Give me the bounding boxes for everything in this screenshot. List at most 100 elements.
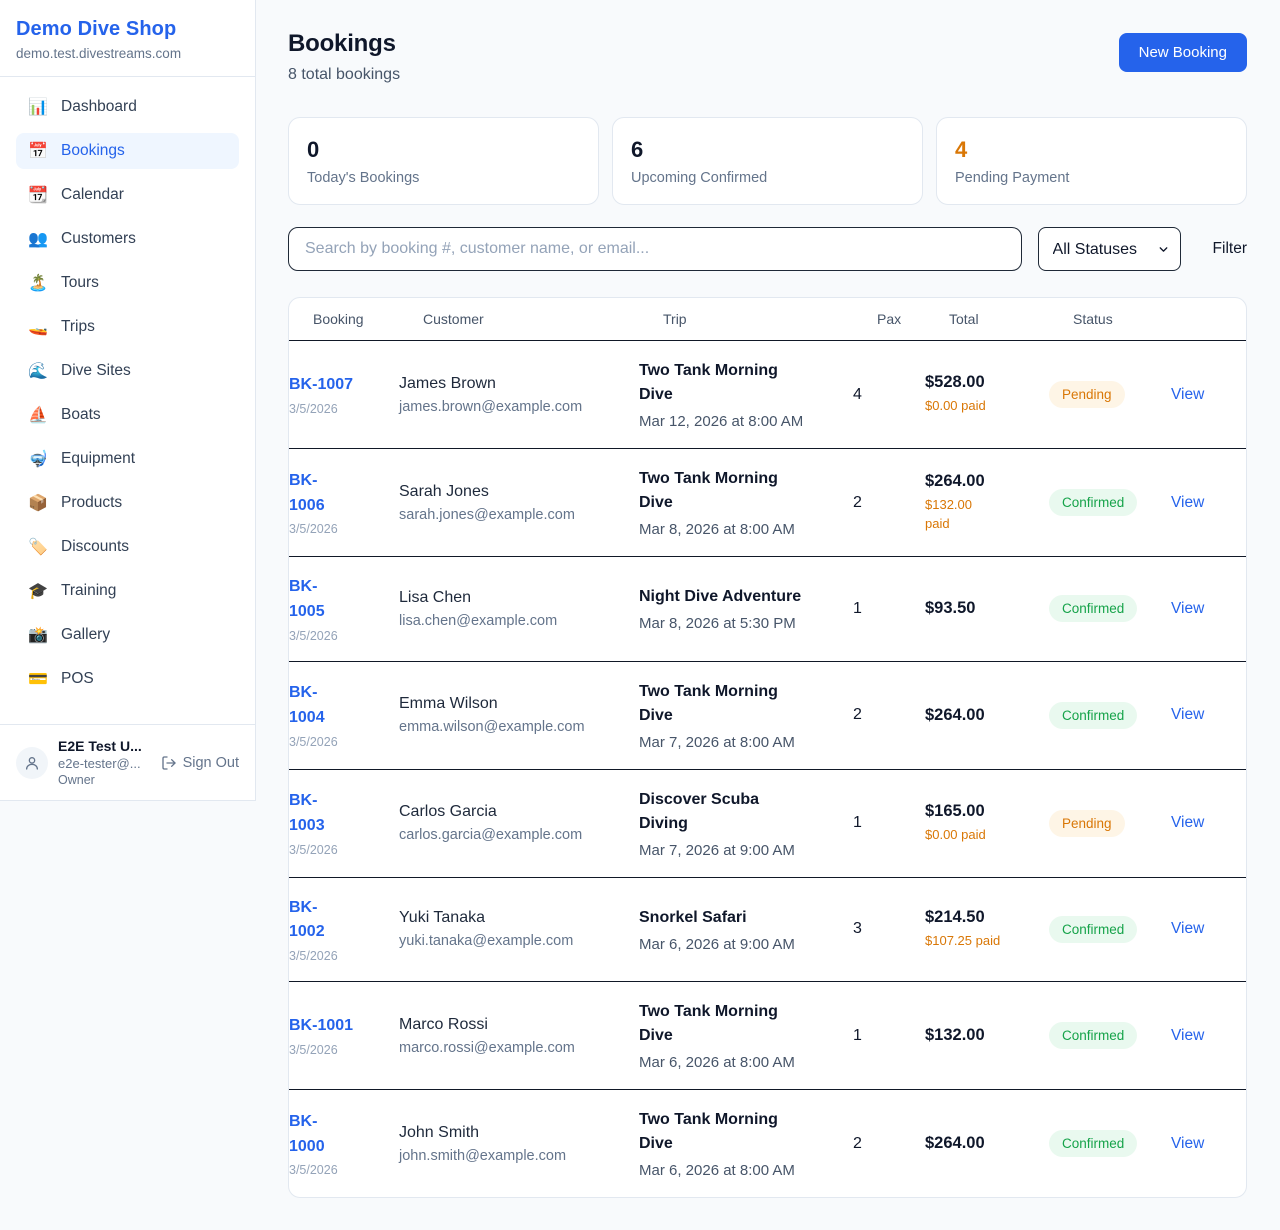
sidebar-item-trips[interactable]: 🚤 Trips <box>16 309 239 345</box>
shop-domain: demo.test.divestreams.com <box>16 46 182 61</box>
bookings-count: 8 total bookings <box>288 66 401 83</box>
customer-name: Sarah Jones <box>399 482 489 500</box>
sidebar-item-boats[interactable]: ⛵ Boats <box>16 397 239 433</box>
total-cell: $132.00 <box>925 1026 1049 1045</box>
sidebar-item-tours[interactable]: 🏝️ Tours <box>16 265 239 301</box>
customer-name: Emma Wilson <box>399 695 498 713</box>
trip-cell: Night Dive Adventure Mar 8, 2026 at 5:30… <box>639 585 853 632</box>
status-badge: Pending <box>1049 809 1125 837</box>
total-cell: $528.00 $0.00 paid <box>925 373 1049 416</box>
status-select[interactable]: All Statuses <box>1037 227 1181 271</box>
view-booking-link[interactable]: View <box>1171 920 1205 938</box>
booking-cell: BK- 1004 3/5/2026 <box>289 681 399 749</box>
trip-cell: Two Tank Morning Dive Mar 6, 2026 at 8:0… <box>639 1108 853 1179</box>
booking-id-link[interactable]: BK-1007 <box>289 376 354 394</box>
pax-count: 1 <box>853 814 862 832</box>
table-row: BK-1001 3/5/2026 Marco Rossi marco.rossi… <box>289 982 1246 1091</box>
customer-email: lisa.chen@example.com <box>399 612 558 629</box>
new-booking-button[interactable]: New Booking <box>1118 33 1247 72</box>
status-cell: Pending <box>1049 809 1171 837</box>
col-header-total: Total <box>949 311 979 327</box>
pax-count: 2 <box>853 493 862 511</box>
stat-value: 0 <box>307 137 320 162</box>
col-header-pax: Pax <box>877 311 902 327</box>
sidebar-item-equipment[interactable]: 🤿 Equipment <box>16 441 239 477</box>
trip-name: Two Tank Morning Dive <box>639 362 778 403</box>
total-cell: $214.50 $107.25 paid <box>925 908 1049 951</box>
customer-cell: Carlos Garcia carlos.garcia@example.com <box>399 803 639 843</box>
view-booking-link[interactable]: View <box>1171 1026 1205 1044</box>
sign-out-button[interactable]: Sign Out <box>161 755 239 771</box>
user-info: E2E Test U... e2e-tester@... Owner <box>58 738 151 787</box>
sidebar-item-customers[interactable]: 👥 Customers <box>16 221 239 257</box>
booking-id-link[interactable]: BK- 1004 <box>289 684 325 727</box>
table-row: BK- 1005 3/5/2026 Lisa Chen lisa.chen@ex… <box>289 557 1246 662</box>
trip-cell: Discover Scuba Diving Mar 7, 2026 at 9:0… <box>639 788 853 859</box>
customer-name: John Smith <box>399 1123 480 1141</box>
status-select-wrap: All Statuses <box>1037 227 1181 271</box>
customer-cell: James Brown james.brown@example.com <box>399 375 639 415</box>
pax-count: 2 <box>853 706 862 724</box>
booking-id-link[interactable]: BK- 1002 <box>289 898 325 941</box>
equipment-icon: 🤿 <box>28 451 48 468</box>
trip-cell: Two Tank Morning Dive Mar 8, 2026 at 8:0… <box>639 467 853 538</box>
stats-cards: 0 Today's Bookings 6 Upcoming Confirmed … <box>288 117 1247 205</box>
view-booking-link[interactable]: View <box>1171 599 1205 617</box>
total-amount: $264.00 <box>925 471 985 490</box>
customer-cell: Yuki Tanaka yuki.tanaka@example.com <box>399 909 639 949</box>
total-amount: $264.00 <box>925 1134 985 1153</box>
booking-date: 3/5/2026 <box>289 401 338 416</box>
sidebar-item-gallery[interactable]: 📸 Gallery <box>16 617 239 653</box>
bookings-table: Booking Customer Trip Pax Total Status B… <box>288 297 1247 1199</box>
dashboard-icon: 📊 <box>28 99 48 116</box>
booking-id-link[interactable]: BK- 1000 <box>289 1112 325 1155</box>
booking-id-link[interactable]: BK- 1005 <box>289 578 325 620</box>
customer-cell: John Smith john.smith@example.com <box>399 1124 639 1164</box>
actions-cell: View <box>1171 1027 1246 1045</box>
view-booking-link[interactable]: View <box>1171 706 1205 724</box>
sidebar-item-dive-sites[interactable]: 🌊 Dive Sites <box>16 353 239 389</box>
view-booking-link[interactable]: View <box>1171 1134 1205 1152</box>
actions-cell: View <box>1171 600 1246 618</box>
filter-button[interactable]: Filter <box>1212 240 1247 257</box>
sidebar-item-label: Discounts <box>61 538 130 555</box>
booking-cell: BK- 1003 3/5/2026 <box>289 789 399 857</box>
sidebar-item-discounts[interactable]: 🏷️ Discounts <box>16 529 239 565</box>
trip-name: Two Tank Morning Dive <box>639 1111 778 1153</box>
sidebar-item-label: POS <box>61 670 94 687</box>
customer-email: carlos.garcia@example.com <box>399 827 583 844</box>
total-amount: $528.00 <box>925 373 985 392</box>
products-icon: 📦 <box>28 495 48 512</box>
trip-datetime: Mar 12, 2026 at 8:00 AM <box>639 413 804 430</box>
pax-count: 4 <box>853 385 862 403</box>
sidebar-item-pos[interactable]: 💳 POS <box>16 661 239 697</box>
table-row: BK- 1006 3/5/2026 Sarah Jones sarah.jone… <box>289 449 1246 557</box>
customer-cell: Marco Rossi marco.rossi@example.com <box>399 1016 639 1056</box>
sidebar-item-training[interactable]: 🎓 Training <box>16 573 239 609</box>
trip-cell: Two Tank Morning Dive Mar 6, 2026 at 8:0… <box>639 1000 853 1071</box>
actions-cell: View <box>1171 920 1246 938</box>
booking-id-link[interactable]: BK-1001 <box>289 1017 354 1035</box>
booking-id-link[interactable]: BK- 1006 <box>289 471 325 514</box>
view-booking-link[interactable]: View <box>1171 385 1205 403</box>
customer-name: Marco Rossi <box>399 1015 488 1033</box>
boats-icon: ⛵ <box>28 407 48 424</box>
sidebar-item-label: Tours <box>61 274 99 291</box>
search-input[interactable] <box>288 227 1022 271</box>
sidebar-item-products[interactable]: 📦 Products <box>16 485 239 521</box>
sidebar-item-label: Products <box>61 494 123 511</box>
sidebar-item-label: Customers <box>61 230 136 247</box>
view-booking-link[interactable]: View <box>1171 493 1205 511</box>
sidebar-item-label: Dive Sites <box>61 362 131 379</box>
view-booking-link[interactable]: View <box>1171 814 1205 832</box>
sidebar-item-calendar[interactable]: 📆 Calendar <box>16 177 239 213</box>
col-header-customer: Customer <box>423 311 484 327</box>
booking-cell: BK- 1005 3/5/2026 <box>289 575 399 643</box>
sidebar-item-bookings[interactable]: 📅 Bookings <box>16 133 239 169</box>
sidebar-item-dashboard[interactable]: 📊 Dashboard <box>16 89 239 125</box>
sidebar-item-label: Trips <box>61 318 95 335</box>
stat-value: 6 <box>631 137 644 162</box>
customer-cell: Emma Wilson emma.wilson@example.com <box>399 695 639 735</box>
booking-id-link[interactable]: BK- 1003 <box>289 792 325 835</box>
sidebar-item-label: Equipment <box>61 450 136 467</box>
